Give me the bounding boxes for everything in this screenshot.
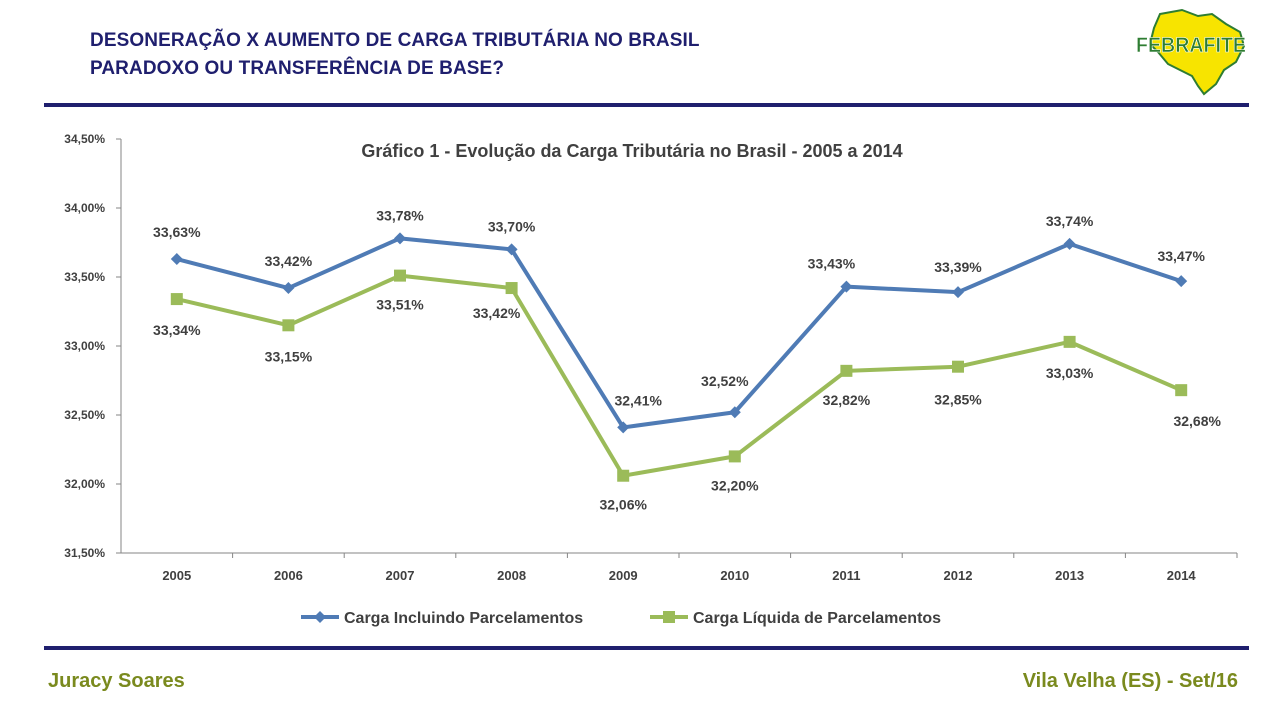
series-lines [176, 236, 1182, 478]
series-1-point [840, 280, 853, 293]
series-2-point [170, 293, 183, 306]
x-tick-label: 2012 [944, 568, 973, 583]
footer-location-date: Vila Velha (ES) - Set/16 [1022, 670, 1238, 692]
y-tick-label: 34,50% [64, 132, 105, 146]
series-line-2 [176, 273, 1182, 478]
series-2-point [1063, 335, 1076, 348]
series-2-point [394, 269, 406, 282]
series-1-data-label: 33,42% [265, 253, 313, 269]
footer-author: Juracy Soares [48, 670, 185, 692]
x-tick-label: 2008 [497, 568, 526, 583]
y-tick-label: 32,00% [64, 477, 105, 491]
series-2-point [505, 282, 518, 295]
series-2-data-label: 32,06% [599, 497, 647, 513]
series-2-point [282, 319, 295, 332]
series-1-data-label: 32,52% [701, 373, 749, 389]
series-2-point [728, 450, 741, 463]
series-2-data-label: 32,68% [1173, 413, 1221, 429]
x-tick-label: 2005 [162, 568, 191, 583]
series-1-data-label: 33,39% [934, 259, 982, 275]
series-2-point [617, 469, 630, 482]
slide-title: DESONERAÇÃO X AUMENTO DE CARGA TRIBUTÁRI… [90, 27, 700, 83]
chart-axes: 31,50% 32,00% 32,50% 33,00% 33,50% 34,00% 34,5… [64, 132, 1238, 583]
y-tick-label: 33,50% [64, 270, 105, 284]
legend-label-1: Carga Incluindo Parcelamentos [344, 610, 583, 627]
series-1-data-label: 33,74% [1046, 213, 1094, 229]
series-1-data-label: 33,63% [153, 224, 201, 240]
series-1-data-label: 33,47% [1157, 248, 1205, 264]
series-1-point [728, 406, 741, 419]
series-1-data-label: 32,41% [614, 392, 662, 408]
y-tick-label: 33,00% [64, 339, 105, 353]
series-line-1 [176, 236, 1182, 430]
slide-title-line-1: DESONERAÇÃO X AUMENTO DE CARGA TRIBUTÁRI… [90, 30, 700, 51]
series-2-data-label: 33,03% [1046, 365, 1094, 381]
brazil-map-shape [1148, 8, 1246, 96]
series-2-data-label: 32,85% [934, 392, 982, 408]
series-1-point [282, 282, 295, 295]
series-1-point [1063, 237, 1076, 250]
x-tick-label: 2014 [1167, 568, 1197, 583]
series-2-data-label: 33,42% [473, 305, 521, 321]
series-1-data-label: 33,43% [808, 256, 856, 272]
series-1-point [505, 243, 518, 256]
series-1-data-label: 33,78% [376, 207, 424, 223]
logo-text: FEBRAFITE [1136, 34, 1246, 57]
series-2-point [952, 360, 964, 373]
data-labels: 33,63% 33,42% 33,78% 33,70% 32,41% 32,52% 33,4… [153, 207, 1221, 512]
series-2-point [1175, 384, 1188, 397]
series-2-point [840, 364, 853, 377]
chart-title: Gráfico 1 - Evolução da Carga Tributária… [361, 141, 902, 161]
series-2-data-label: 32,82% [823, 392, 871, 408]
x-tick-label: 2007 [386, 568, 415, 583]
series-2-data-label: 33,15% [265, 348, 313, 364]
slide-title-line-2: PARADOXO OU TRANSFERÊNCIA DE BASE? [90, 58, 505, 79]
y-tick-label: 32,50% [64, 408, 105, 422]
legend-marker-1 [314, 611, 326, 623]
series-1-data-label: 33,70% [488, 218, 536, 234]
series-1-point [394, 232, 406, 245]
x-tick-label: 2013 [1055, 568, 1084, 583]
header-rule [44, 103, 1249, 107]
series-2-data-label: 33,34% [153, 322, 201, 338]
series-1-point [952, 286, 964, 299]
legend-marker-2 [663, 611, 675, 623]
x-tick-label: 2006 [274, 568, 303, 583]
legend-label-2: Carga Líquida de Parcelamentos [693, 610, 941, 627]
chart-legend: Carga Incluindo Parcelamentos Carga Líqui… [301, 610, 941, 627]
febrafite-logo: FEBRAFITE [1136, 8, 1246, 96]
x-tick-label: 2011 [832, 568, 860, 583]
series-1-point [170, 253, 183, 266]
series-markers [170, 232, 1188, 482]
x-tick-label: 2010 [720, 568, 749, 583]
series-2-data-label: 33,51% [376, 297, 424, 313]
footer-rule [44, 646, 1249, 650]
y-tick-label: 31,50% [64, 546, 105, 560]
series-2-data-label: 32,20% [711, 477, 759, 493]
series-1-point [1175, 275, 1188, 288]
y-tick-label: 34,00% [64, 201, 105, 215]
series-1-point [617, 421, 630, 434]
x-tick-label: 2009 [609, 568, 638, 583]
